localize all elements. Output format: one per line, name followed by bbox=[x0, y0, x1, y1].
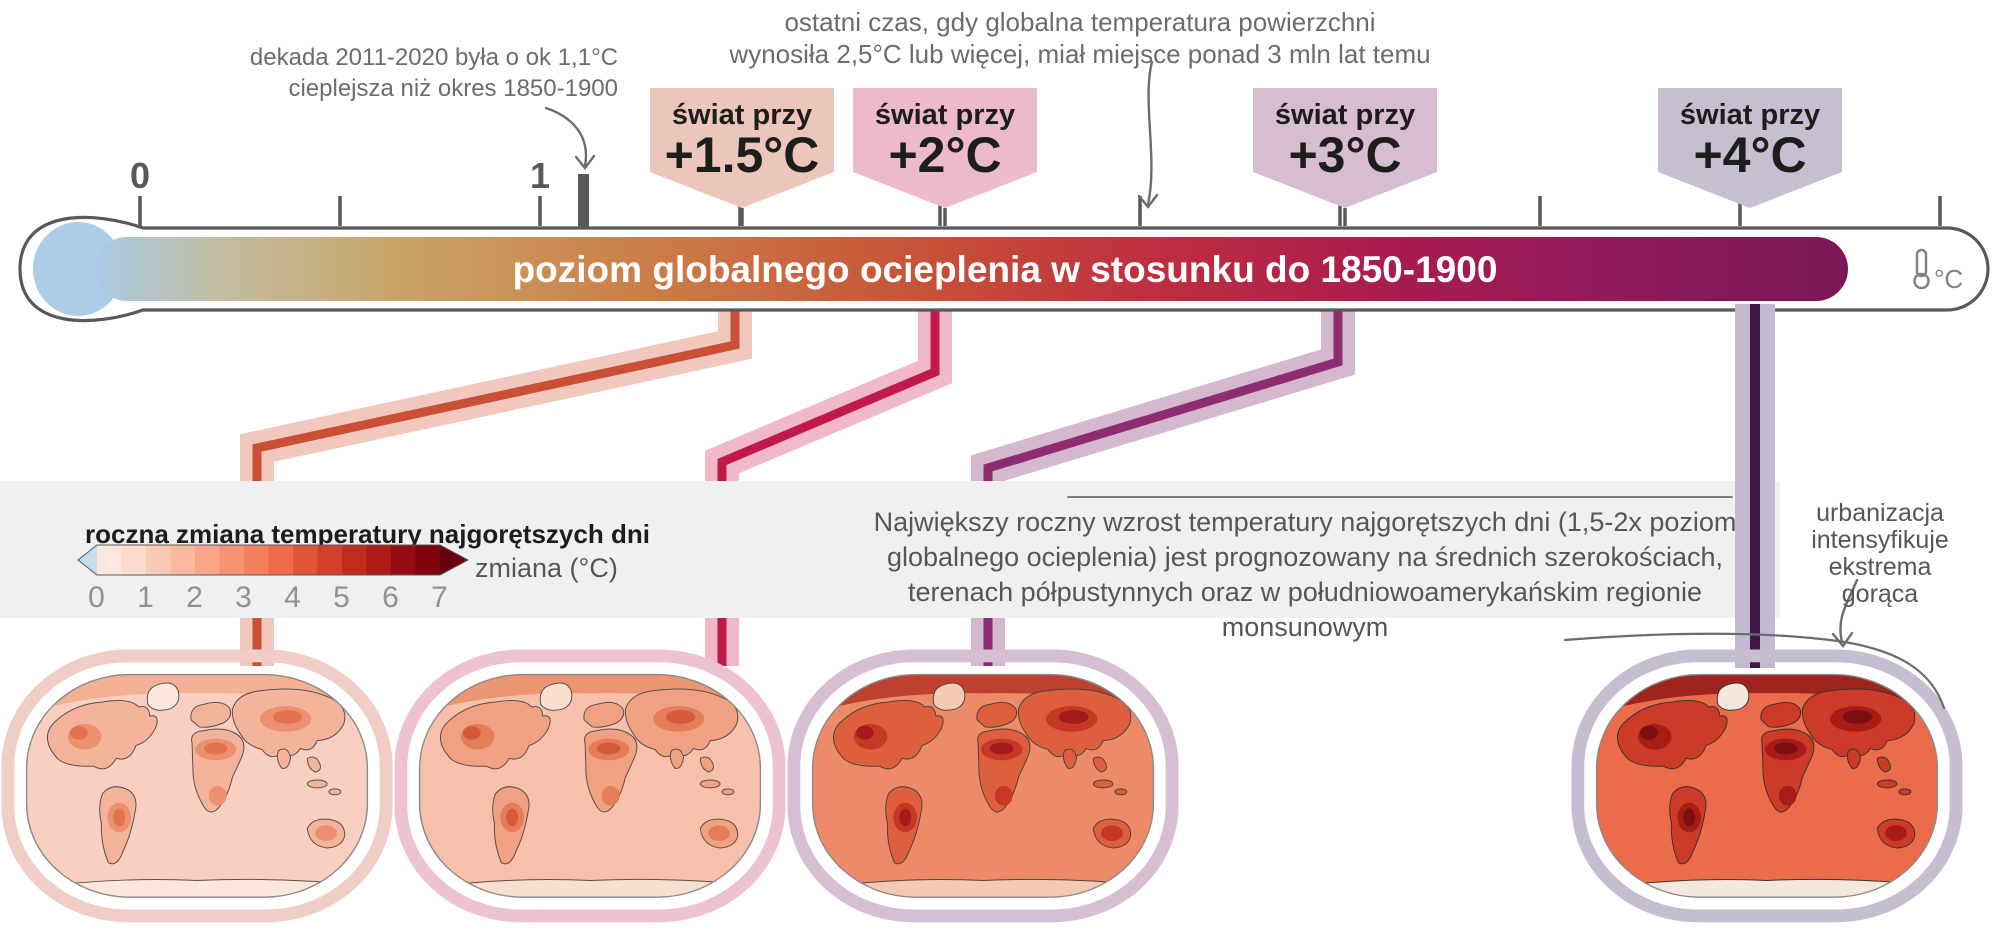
badge-4c bbox=[1658, 88, 1842, 208]
decade-arrow bbox=[544, 106, 588, 168]
map-plus-4c bbox=[1570, 648, 1964, 929]
urbanization-note: urbanizacja intensyfikuje ekstrema gorąc… bbox=[1795, 500, 1965, 608]
map-plus-3c bbox=[786, 648, 1180, 929]
decade-note-line1: dekada 2011-2020 była o ok 1,1°C bbox=[249, 44, 618, 71]
badge-2c bbox=[853, 88, 1037, 208]
map-plus-1-5c bbox=[0, 648, 394, 929]
colorbar-tick: 7 bbox=[431, 581, 448, 614]
colorbar-segment bbox=[219, 545, 245, 575]
legend-band: roczna zmiana temperatury najgorętszych … bbox=[0, 481, 1780, 642]
colorbar-tick: 5 bbox=[333, 581, 350, 614]
thermometer-title: poziom globalnego ocieplenia w stosunku … bbox=[513, 249, 1498, 290]
thermometer-unit-icon bbox=[1913, 248, 1930, 290]
badge-1-5c-small-label: świat przy bbox=[672, 99, 812, 131]
decade-arrowhead bbox=[574, 154, 596, 170]
colorbar-segment bbox=[170, 545, 196, 575]
thermometer: poziom globalnego ocieplenia w stosunku … bbox=[18, 215, 1990, 323]
pliocene-arrow bbox=[1146, 60, 1154, 206]
pliocene-note: ostatni czas, gdy globalna temperatura p… bbox=[630, 6, 1530, 70]
tick-label-0: 0 bbox=[130, 155, 150, 196]
pliocene-note-line1: ostatni czas, gdy globalna temperatura p… bbox=[784, 7, 1376, 37]
colorbar-segment bbox=[317, 545, 343, 575]
urbanization-note-line2: intensyfikuje bbox=[1811, 526, 1949, 554]
colorbar-segment bbox=[146, 545, 171, 575]
badge-4c-small-label: świat przy bbox=[1680, 99, 1820, 131]
colorbar-segment bbox=[415, 545, 441, 575]
badge-4c-temp-label: +4°C bbox=[1693, 127, 1806, 183]
badge-1-5c bbox=[650, 88, 834, 208]
badge-2c-temp-label: +2°C bbox=[888, 127, 1001, 183]
tick-label-1: 1 bbox=[530, 155, 550, 196]
legend-title: roczna zmiana temperatury najgorętszych … bbox=[85, 519, 650, 549]
colorbar-tick: 0 bbox=[88, 581, 105, 614]
colorbar-segment bbox=[97, 545, 122, 575]
colorbar-above-arrow bbox=[440, 545, 468, 575]
pliocene-arrowhead bbox=[1137, 193, 1159, 209]
decade-1-1c-marker bbox=[578, 174, 589, 227]
colorbar-tick: 3 bbox=[235, 581, 252, 614]
colorbar-segment bbox=[366, 545, 392, 575]
colorbar-segment bbox=[244, 545, 269, 575]
badge-3c bbox=[1253, 88, 1437, 208]
decade-note-line2: cieplejsza niż okres 1850-1900 bbox=[288, 75, 618, 102]
colorbar-axis-label: zmiana (°C) bbox=[475, 553, 618, 583]
badge-3c-temp-label: +3°C bbox=[1288, 127, 1401, 183]
colorbar-tick: 4 bbox=[284, 581, 301, 614]
badge-2c-small-label: świat przy bbox=[875, 99, 1015, 131]
colorbar-tick: 1 bbox=[137, 581, 154, 614]
decade-note: dekada 2011-2020 była o ok 1,1°C cieplej… bbox=[248, 42, 618, 104]
colorbar-segment bbox=[268, 545, 294, 575]
colorbar-outline bbox=[77, 544, 470, 576]
colorbar-segments bbox=[97, 545, 441, 575]
thermometer-bulb bbox=[33, 222, 123, 316]
colorbar-tick: 2 bbox=[186, 581, 203, 614]
annotation-arrows bbox=[544, 60, 1159, 209]
colorbar-segment bbox=[293, 545, 318, 575]
midlatitude-projection-note: Największy roczny wzrost temperatury naj… bbox=[873, 507, 1737, 642]
colorbar bbox=[70, 543, 630, 584]
colorbar-tick: 6 bbox=[382, 581, 399, 614]
unit-label: °C bbox=[1934, 264, 1963, 294]
badge-3c-small-label: świat przy bbox=[1275, 99, 1415, 131]
colorbar-below-arrow bbox=[78, 545, 97, 575]
pliocene-note-line2: wynosiła 2,5°C lub więcej, miał miejsce … bbox=[729, 39, 1431, 69]
colorbar-segment bbox=[391, 545, 416, 575]
level-badges: świat przy +1.5°C świat przy +2°C świat … bbox=[650, 88, 1842, 208]
colorbar-segment bbox=[195, 545, 220, 575]
colorbar-segment bbox=[342, 545, 367, 575]
urbanization-note-line1: urbanizacja bbox=[1816, 499, 1944, 527]
colorbar-segment bbox=[121, 545, 147, 575]
badge-1-5c-temp-label: +1.5°C bbox=[665, 127, 820, 183]
map-plus-2c bbox=[393, 648, 787, 929]
thermometer-bar bbox=[95, 237, 1848, 301]
urbanization-note-line3: ekstrema gorąca bbox=[1828, 553, 1932, 608]
